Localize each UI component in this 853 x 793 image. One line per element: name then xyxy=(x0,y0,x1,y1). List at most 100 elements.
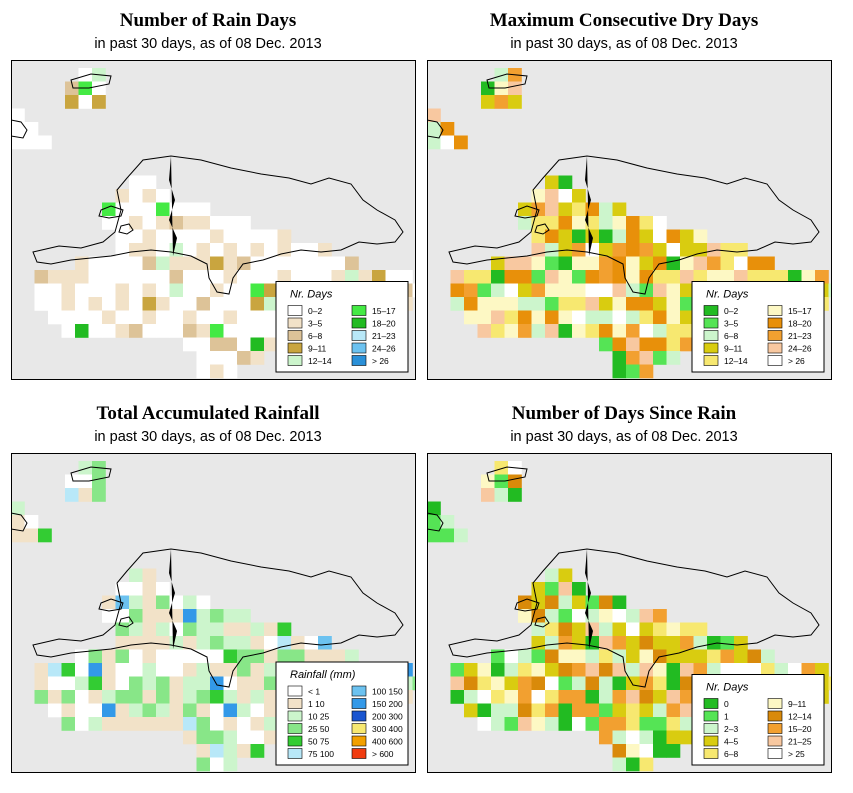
legend-label: 0 xyxy=(724,699,729,709)
grid-cell xyxy=(210,351,224,365)
grid-cell xyxy=(653,283,667,298)
grid-cell xyxy=(318,636,332,650)
grid-cell xyxy=(115,270,130,284)
grid-cell xyxy=(48,663,62,677)
grid-cell xyxy=(142,229,157,244)
grid-cell xyxy=(545,297,559,311)
grid-cell xyxy=(612,270,627,284)
grid-cell xyxy=(612,283,627,298)
grid-cell xyxy=(626,757,640,772)
dry-days-map: Nr. Days 0–2 3–5 6–8 9–11 12–14 15–17 18–20 21–2… xyxy=(427,60,832,380)
grid-cell xyxy=(639,622,654,637)
grid-cell xyxy=(183,297,197,311)
panel-subtitle: in past 30 days, as of 08 Dec. 2013 xyxy=(510,429,738,445)
grid-cell xyxy=(626,243,640,257)
grid-cell xyxy=(666,243,681,257)
grid-cell xyxy=(558,256,573,271)
grid-cell xyxy=(545,175,559,190)
rain-days-map: Nr. Days 0–2 3–5 6–8 9–11 12–14 15–17 18–20 21–2… xyxy=(11,60,416,380)
grid-cell xyxy=(572,310,586,325)
grid-cell xyxy=(585,649,600,664)
grid-cell xyxy=(491,256,505,271)
grid-cell xyxy=(196,310,211,325)
grid-cell xyxy=(156,676,170,691)
legend-label: 12–14 xyxy=(788,712,812,722)
grid-cell xyxy=(115,717,130,731)
grid-cell xyxy=(196,202,211,217)
grid-cell xyxy=(531,676,546,691)
grid-cell xyxy=(558,229,573,244)
grid-cell xyxy=(156,622,170,637)
grid-cell xyxy=(653,351,667,365)
legend-label: 18–20 xyxy=(788,319,812,329)
grid-cell xyxy=(639,297,654,311)
grid-cell xyxy=(210,216,224,230)
legend-swatch xyxy=(703,355,719,366)
grid-cell xyxy=(196,283,211,298)
grid-cell xyxy=(545,310,559,325)
grid-cell xyxy=(531,703,546,718)
grid-cell xyxy=(464,663,478,677)
legend-swatch xyxy=(767,330,783,341)
grid-cell xyxy=(75,283,89,298)
grid-cell xyxy=(585,690,600,704)
grid-cell xyxy=(585,270,600,284)
grid-cell xyxy=(626,703,640,718)
country-border xyxy=(169,156,177,256)
grid-cell xyxy=(223,270,238,284)
grid-cell xyxy=(585,609,600,623)
grid-cell xyxy=(504,649,519,664)
grid-cell xyxy=(196,744,211,758)
grid-cell xyxy=(34,297,49,311)
grid-cell xyxy=(156,663,170,677)
grid-cell xyxy=(129,229,143,244)
grid-cell xyxy=(572,189,586,203)
grid-cell xyxy=(237,229,251,244)
grid-cell xyxy=(237,351,251,365)
grid-cell xyxy=(129,717,143,731)
legend-swatch xyxy=(287,723,303,734)
grid-cell xyxy=(223,364,238,379)
grid-cell xyxy=(61,690,76,704)
legend-label: 10 25 xyxy=(308,712,330,722)
grid-cell xyxy=(129,175,143,190)
grid-cell xyxy=(142,622,157,637)
grid-cell xyxy=(504,256,519,271)
grid-cell xyxy=(545,324,559,338)
grid-cell xyxy=(680,636,694,650)
grid-cell xyxy=(61,676,76,691)
panel-subtitle: in past 30 days, as of 08 Dec. 2013 xyxy=(94,36,322,52)
grid-cell xyxy=(666,622,681,637)
grid-cell xyxy=(612,351,627,365)
grid-cell xyxy=(707,256,721,271)
grid-cell xyxy=(264,243,278,257)
grid-cell xyxy=(639,609,654,623)
grid-cell xyxy=(102,676,116,691)
grid-cell xyxy=(156,636,170,650)
grid-cell xyxy=(585,297,600,311)
grid-cell xyxy=(477,324,492,338)
grid-cell xyxy=(223,730,238,745)
grid-cell xyxy=(531,229,546,244)
grid-cell xyxy=(88,649,103,664)
grid-cell xyxy=(129,202,143,217)
grid-cell xyxy=(801,270,816,284)
grid-cell xyxy=(264,337,278,352)
grid-cell xyxy=(183,636,197,650)
grid-cell xyxy=(48,297,62,311)
grid-cell xyxy=(545,663,559,677)
map-frame: Nr. Days 0 1 2–3 4–5 6–8 9–11 12–14 15–20 21–25 > … xyxy=(427,453,832,773)
legend-label: 12–14 xyxy=(308,356,332,366)
legend-swatch xyxy=(351,685,367,697)
grid-cell xyxy=(24,122,39,136)
grid-cell xyxy=(183,609,197,623)
grid-cell xyxy=(599,649,613,664)
grid-cell xyxy=(156,595,170,610)
grid-cell xyxy=(237,297,251,311)
legend-label: 18–20 xyxy=(372,319,396,329)
panel-subtitle: in past 30 days, as of 08 Dec. 2013 xyxy=(94,429,322,445)
grid-cell xyxy=(558,189,573,203)
grid-cell xyxy=(504,297,519,311)
legend-swatch xyxy=(351,342,367,354)
grid-cell xyxy=(237,243,251,257)
